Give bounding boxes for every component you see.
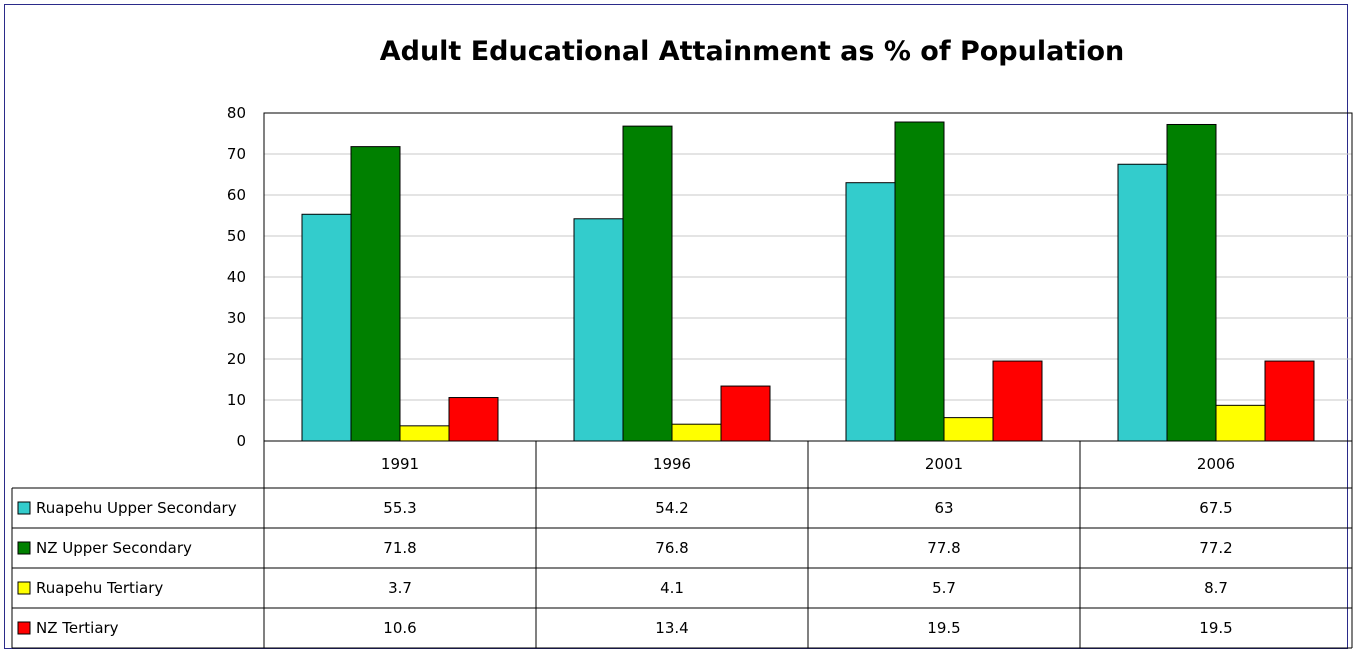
data-label: 63 <box>934 499 953 517</box>
y-tick-label: 70 <box>227 145 246 163</box>
bar <box>992 360 1043 442</box>
y-tick-label: 30 <box>227 309 246 327</box>
data-label: 4.1 <box>660 579 684 597</box>
data-label: 3.7 <box>388 579 412 597</box>
legend-swatch <box>17 581 31 595</box>
bar <box>1166 123 1217 442</box>
bar <box>845 182 896 442</box>
legend-swatch <box>17 621 31 635</box>
bar <box>622 125 673 442</box>
bar <box>350 146 401 442</box>
data-label: 77.8 <box>927 539 960 557</box>
bar <box>448 397 499 442</box>
data-label: 76.8 <box>655 539 688 557</box>
bar <box>894 121 945 442</box>
data-label: 55.3 <box>383 499 416 517</box>
chart-title: Adult Educational Attainment as % of Pop… <box>379 36 1125 67</box>
data-label: 19.5 <box>1199 619 1232 637</box>
data-table: 1991 1996 2001 2006 Ruapehu Upper Secondary 5… <box>11 440 1353 649</box>
data-label: 19.5 <box>927 619 960 637</box>
legend-label: NZ Tertiary <box>36 619 119 637</box>
y-tick-label: 80 <box>227 104 246 122</box>
y-tick-label: 20 <box>227 350 246 368</box>
bar <box>1264 360 1315 442</box>
legend-swatch <box>17 541 31 555</box>
data-label: 10.6 <box>383 619 416 637</box>
bar <box>301 213 352 442</box>
data-label: 13.4 <box>655 619 688 637</box>
legend-label: Ruapehu Tertiary <box>36 579 163 597</box>
bar <box>399 425 450 442</box>
y-tick-label: 0 <box>236 432 246 450</box>
data-label: 71.8 <box>383 539 416 557</box>
data-label: 8.7 <box>1204 579 1228 597</box>
data-label: 5.7 <box>932 579 956 597</box>
bar <box>671 423 722 442</box>
bar <box>1215 404 1266 442</box>
x-tick-label: 2001 <box>925 455 963 473</box>
x-tick-label: 1991 <box>381 455 419 473</box>
y-tick-label: 50 <box>227 227 246 245</box>
data-label: 54.2 <box>655 499 688 517</box>
x-tick-label: 1996 <box>653 455 691 473</box>
bar <box>1117 163 1168 442</box>
x-tick-label: 2006 <box>1197 455 1235 473</box>
data-label: 67.5 <box>1199 499 1232 517</box>
bar <box>573 218 624 442</box>
data-label: 77.2 <box>1199 539 1232 557</box>
legend-swatch <box>17 501 31 515</box>
bar <box>943 417 994 442</box>
y-axis-ticks: 0 10 20 30 40 50 60 70 80 <box>227 104 246 450</box>
y-tick-label: 60 <box>227 186 246 204</box>
legend-label: NZ Upper Secondary <box>36 539 192 557</box>
legend-label: Ruapehu Upper Secondary <box>36 499 237 517</box>
y-tick-label: 40 <box>227 268 246 286</box>
bars <box>301 121 1315 442</box>
bar <box>720 385 771 442</box>
y-tick-label: 10 <box>227 391 246 409</box>
